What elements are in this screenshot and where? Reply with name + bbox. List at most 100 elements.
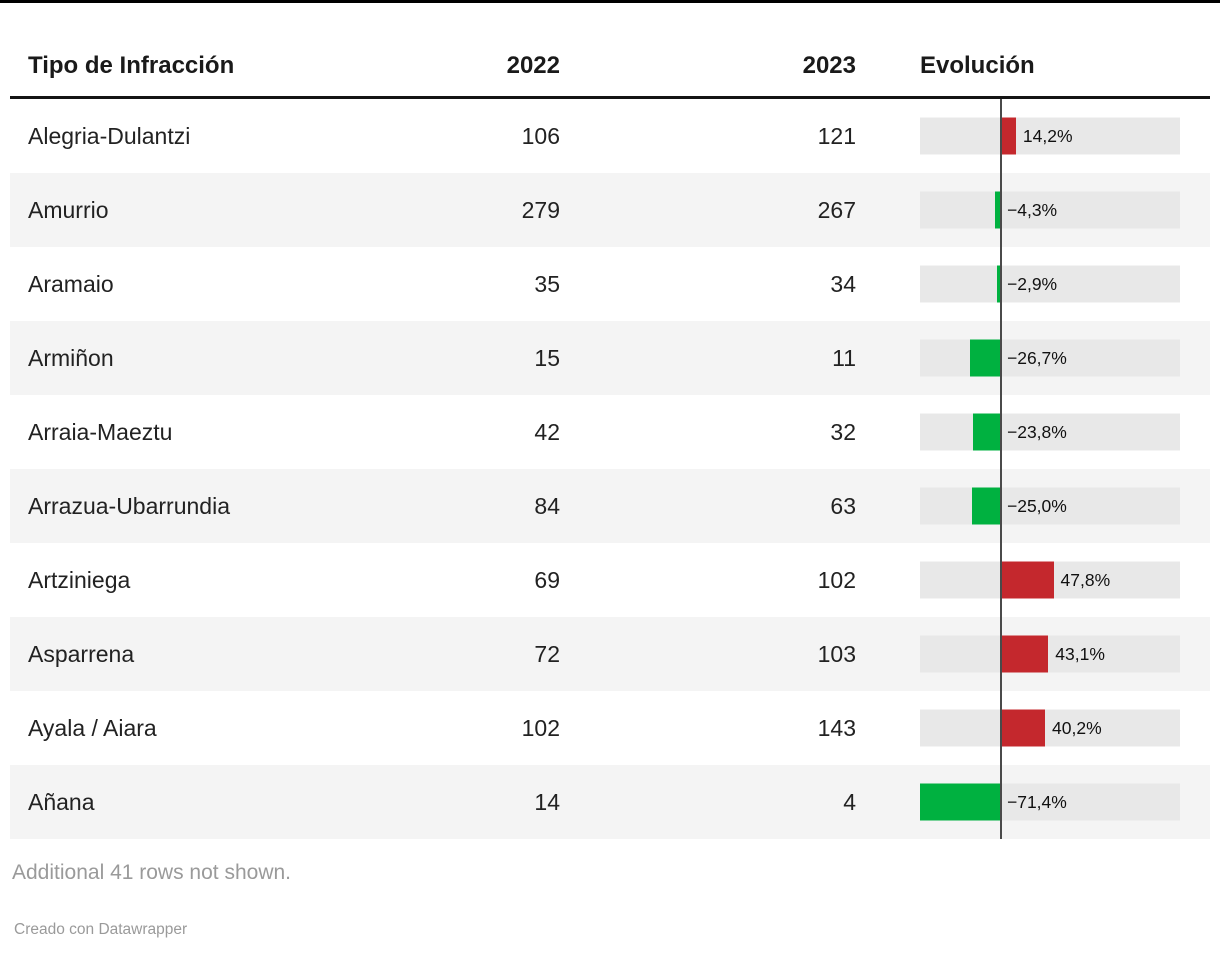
evolution-bar [1000,561,1054,599]
evolution-bar-track: −2,9% [920,265,1180,303]
column-header-2023: 2023 [802,52,856,79]
evolution-cell: −25,0% [856,469,1210,543]
evolution-cell: −71,4% [856,765,1210,839]
zero-axis-line [1000,173,1002,247]
municipality-name: Amurrio [28,196,109,223]
value-2022: 102 [521,714,560,741]
evolution-cell: 40,2% [856,691,1210,765]
evolution-cell: −26,7% [856,321,1210,395]
table-row: Aramaio 35 34 −2,9% [10,247,1210,321]
evolution-percent-label: −2,9% [1007,273,1058,294]
evolution-cell: 43,1% [856,617,1210,691]
value-2022: 84 [534,492,560,519]
evolution-bar [995,191,1000,229]
zero-axis-line [1000,247,1002,321]
evolution-bar [1000,709,1046,747]
evolution-cell: −2,9% [856,247,1210,321]
table-row: Ayala / Aiara 102 143 40,2% [10,691,1210,765]
table-header-row: Tipo de Infracción 2022 2023 Evolución [10,3,1210,99]
evolution-percent-label: 40,2% [1052,717,1102,738]
evolution-bar-track: −23,8% [920,413,1180,451]
column-header-tipo-de-infraccion: Tipo de Infracción [28,52,235,79]
evolution-percent-label: −4,3% [1007,199,1058,220]
evolution-bar-track: −25,0% [920,487,1180,525]
evolution-percent-label: −71,4% [1007,791,1067,812]
municipality-name: Añana [28,788,95,815]
value-2022: 69 [534,566,560,593]
zero-axis-line [1000,543,1002,617]
evolution-bar [996,265,1000,303]
municipality-name: Asparrena [28,640,135,667]
value-2023: 11 [832,344,856,371]
evolution-cell: −23,8% [856,395,1210,469]
value-2022: 15 [534,344,560,371]
table-row: Arraia-Maeztu 42 32 −23,8% [10,395,1210,469]
evolution-bar [971,487,1000,525]
evolution-bar-track: −4,3% [920,191,1180,229]
evolution-bar [1000,635,1049,673]
municipality-name: Arraia-Maeztu [28,418,173,445]
zero-axis-line [1000,691,1002,765]
value-2023: 143 [817,714,856,741]
table-row: Arrazua-Ubarrundia 84 63 −25,0% [10,469,1210,543]
evolution-bar-track: 43,1% [920,635,1180,673]
table-row: Armiñon 15 11 −26,7% [10,321,1210,395]
zero-axis-line [1000,395,1002,469]
evolution-cell: −4,3% [856,173,1210,247]
evolution-bar [970,339,1000,377]
column-header-evolucion: Evolución [920,52,1035,79]
zero-axis-line [1000,469,1002,543]
value-2023: 267 [817,196,856,223]
zero-axis-line [1000,321,1002,395]
evolution-cell: 14,2% [856,99,1210,173]
value-2023: 102 [817,566,856,593]
value-2023: 34 [830,270,856,297]
table-container: Tipo de Infracción 2022 2023 Evolución A… [10,3,1210,939]
evolution-percent-label: −23,8% [1007,421,1067,442]
zero-axis-line [1000,99,1002,173]
top-border-rule [0,0,1220,3]
datawrapper-credit-link[interactable]: Creado con Datawrapper [14,921,188,938]
value-2023: 4 [843,788,856,815]
rows-not-shown-note: Additional 41 rows not shown. [12,861,291,884]
evolution-percent-label: 43,1% [1055,643,1105,664]
evolution-bar [973,413,1000,451]
value-2022: 279 [521,196,560,223]
evolution-percent-label: −25,0% [1007,495,1067,516]
zero-axis-line [1000,617,1002,691]
value-2023: 32 [830,418,856,445]
municipality-name: Artziniega [28,566,131,593]
value-2023: 103 [817,640,856,667]
table-body: Alegria-Dulantzi 106 121 14,2% Amurrio 2… [10,99,1210,839]
value-2023: 121 [817,122,856,149]
evolution-percent-label: 47,8% [1060,569,1111,590]
municipality-name: Armiñon [28,344,114,371]
zero-axis-line [1000,765,1002,839]
evolution-percent-label: −26,7% [1007,347,1067,368]
value-2022: 42 [534,418,560,445]
evolution-bar [1000,117,1016,155]
value-2022: 72 [534,640,560,667]
evolution-bar-track: −26,7% [920,339,1180,377]
table-row: Artziniega 69 102 47,8% [10,543,1210,617]
municipality-name: Arrazua-Ubarrundia [28,492,230,519]
evolution-cell: 47,8% [856,543,1210,617]
table-row: Amurrio 279 267 −4,3% [10,173,1210,247]
evolution-bar-track: 14,2% [920,117,1180,155]
municipality-name: Ayala / Aiara [28,714,157,741]
value-2022: 106 [521,122,560,149]
column-header-2022: 2022 [506,52,560,79]
municipality-name: Alegria-Dulantzi [28,122,191,149]
value-2023: 63 [830,492,856,519]
value-2022: 14 [534,788,560,815]
value-2022: 35 [534,270,560,297]
evolution-bar-track: 40,2% [920,709,1180,747]
table-row: Asparrena 72 103 43,1% [10,617,1210,691]
municipality-name: Aramaio [28,270,114,297]
table-row: Añana 14 4 −71,4% [10,765,1210,839]
evolution-bar [920,783,1000,821]
evolution-percent-label: 14,2% [1022,125,1073,146]
evolution-bar-track: 47,8% [920,561,1180,599]
table-row: Alegria-Dulantzi 106 121 14,2% [10,99,1210,173]
